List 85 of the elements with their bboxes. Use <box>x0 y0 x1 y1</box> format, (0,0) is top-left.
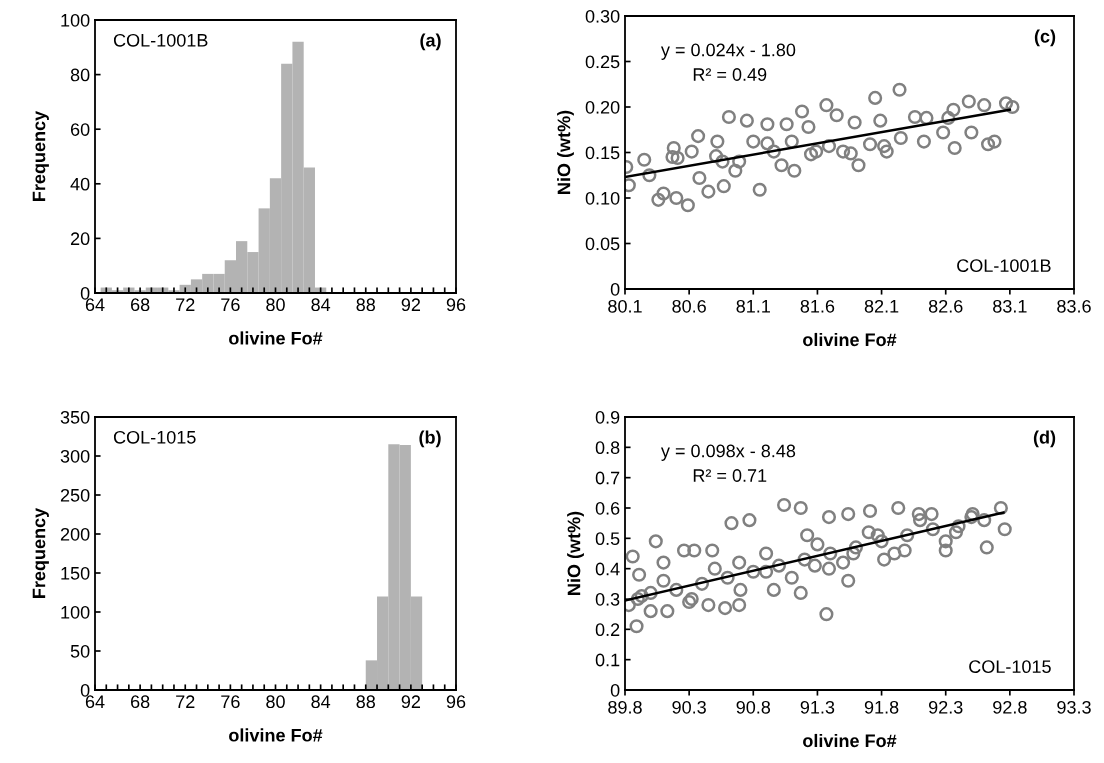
y-tick-label: 0.15 <box>585 146 620 160</box>
x-tick-label: 90.3 <box>672 700 706 714</box>
annotation: (c) <box>1034 29 1056 47</box>
x-tick-label: 89.8 <box>608 700 642 714</box>
x-tick-label: 88 <box>356 298 376 312</box>
y-tick-label: 300 <box>60 449 90 463</box>
x-tick-label: 88 <box>356 695 376 709</box>
annotation: COL-1001B <box>113 33 208 47</box>
annotation: (d) <box>1033 430 1056 448</box>
y-tick-label: 0.6 <box>595 501 620 515</box>
y-tick-label: 0 <box>610 683 620 697</box>
x-tick-label: 80.1 <box>608 299 642 313</box>
y-tick-label: 100 <box>61 605 90 619</box>
annotation: COL-1015 <box>113 430 196 444</box>
x-tick-label: 68 <box>131 695 150 709</box>
x-tick-label: 84 <box>311 695 331 709</box>
y-axis-title: NiO (wt%) <box>567 511 584 595</box>
x-tick-label: 83.1 <box>993 299 1027 313</box>
x-tick-label: 80.6 <box>672 299 706 313</box>
x-tick-label: 90.8 <box>736 700 771 714</box>
x-tick-label: 96 <box>446 298 466 312</box>
y-tick-label: 200 <box>60 527 90 541</box>
x-tick-label: 76 <box>221 695 240 709</box>
y-tick-label: 0.10 <box>585 191 620 205</box>
x-axis-title: olivine Fo# <box>803 332 897 347</box>
y-tick-label: 0.4 <box>595 562 620 576</box>
annotation: COL-1001B <box>957 259 1051 273</box>
y-tick-label: 0.5 <box>595 532 620 546</box>
x-tick-label: 82.1 <box>864 299 899 313</box>
y-tick-label: 0 <box>610 282 620 296</box>
x-tick-label: 80 <box>266 695 285 709</box>
y-tick-label: 100 <box>61 13 90 27</box>
x-tick-label: 92.3 <box>928 700 963 714</box>
y-tick-label: 250 <box>60 488 90 502</box>
x-tick-label: 91.8 <box>864 700 899 714</box>
x-axis-title: olivine Fo# <box>803 733 897 748</box>
x-tick-label: 68 <box>131 298 150 312</box>
y-tick-label: 50 <box>70 644 90 658</box>
x-tick-label: 91.3 <box>800 700 835 714</box>
annotation: y = 0.024x - 1.80 <box>660 43 796 60</box>
y-axis-title: NiO (wt%) <box>557 110 574 194</box>
y-tick-label: 80 <box>70 68 90 82</box>
x-tick-label: 92 <box>401 298 421 312</box>
y-tick-label: 0.30 <box>585 9 620 23</box>
y-tick-label: 0.7 <box>595 471 620 485</box>
x-tick-label: 64 <box>85 298 105 312</box>
x-tick-label: 64 <box>85 695 105 709</box>
y-tick-label: 0.20 <box>585 100 620 114</box>
x-tick-label: 84 <box>311 298 331 312</box>
y-tick-label: 0.25 <box>585 55 620 69</box>
x-tick-label: 76 <box>221 298 240 312</box>
annotation: COL-1015 <box>969 660 1051 674</box>
x-tick-label: 81.1 <box>736 299 770 313</box>
x-tick-label: 83.6 <box>1057 299 1091 313</box>
y-tick-label: 0.8 <box>595 441 620 455</box>
y-tick-label: 0 <box>80 286 90 300</box>
x-tick-label: 72 <box>176 695 195 708</box>
y-tick-label: 40 <box>70 177 90 191</box>
x-tick-label: 82.6 <box>928 299 963 313</box>
y-axis-title: Frequency <box>32 507 49 598</box>
x-tick-label: 93.3 <box>1057 700 1091 714</box>
y-tick-label: 0.05 <box>585 237 620 251</box>
annotation: R² = 0.71 <box>693 469 767 482</box>
y-tick-label: 150 <box>61 566 90 580</box>
y-tick-label: 60 <box>70 123 90 136</box>
annotation: R² = 0.49 <box>693 68 767 81</box>
x-tick-label: 92.8 <box>993 700 1027 714</box>
x-tick-label: 80 <box>266 298 285 312</box>
y-tick-label: 20 <box>70 232 90 246</box>
y-tick-label: 0 <box>80 683 90 697</box>
y-tick-label: 0.9 <box>595 410 620 424</box>
y-tick-label: 350 <box>60 410 90 424</box>
annotation: (a) <box>420 33 441 51</box>
y-tick-label: 0.3 <box>595 592 620 606</box>
annotation: y = 0.098x - 8.48 <box>660 444 796 461</box>
y-tick-label: 0.2 <box>595 623 620 637</box>
x-axis-title: olivine Fo# <box>229 331 323 345</box>
x-tick-label: 92 <box>401 695 421 709</box>
y-tick-label: 0.1 <box>595 653 620 667</box>
annotation: (b) <box>419 430 441 448</box>
x-tick-label: 72 <box>176 298 195 311</box>
x-tick-label: 81.6 <box>800 299 835 313</box>
x-axis-title: olivine Fo# <box>229 728 323 742</box>
y-axis-title: Frequency <box>32 110 49 201</box>
x-tick-label: 96 <box>446 695 466 709</box>
